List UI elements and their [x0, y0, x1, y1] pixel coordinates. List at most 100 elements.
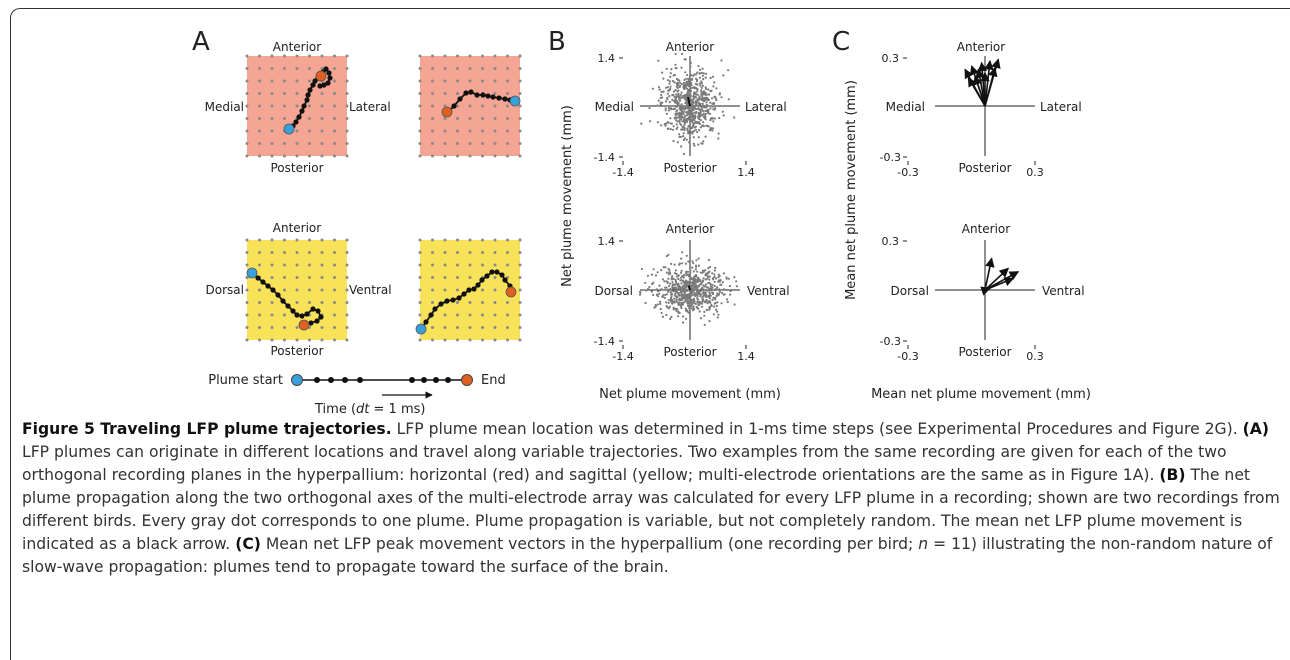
scatter-point [712, 296, 715, 299]
electrode-dot [258, 92, 261, 95]
scatter-point [691, 126, 694, 129]
scatter-point [675, 127, 678, 131]
electrode-dot [468, 117, 472, 120]
electrode-dot [493, 301, 497, 304]
scatter-point [681, 289, 685, 293]
legend-dots [314, 377, 451, 383]
electrode-dot [493, 251, 497, 254]
scatter-point [690, 78, 693, 81]
electrode-dot [333, 338, 336, 342]
electrode-dot [481, 263, 484, 267]
electrode-dot [418, 154, 422, 158]
electrode-dot [468, 326, 472, 329]
trajectory-step-dot [502, 277, 508, 283]
electrode-dot [481, 338, 484, 342]
scatter-point [705, 274, 708, 277]
scatter-point [696, 83, 699, 86]
trajectory-step-dot [485, 93, 491, 99]
electrode-dot [258, 154, 261, 158]
a-s-right-label: Ventral [349, 283, 392, 297]
scatter-point [662, 294, 665, 297]
electrode-dot [443, 67, 447, 70]
electrode-dot [418, 263, 422, 267]
electrode-dot [518, 238, 522, 242]
scatter-point [692, 305, 695, 308]
scatter-point [698, 278, 701, 281]
electrode-dot [333, 154, 336, 158]
scatter-point [674, 280, 678, 283]
scatter-point [693, 293, 696, 296]
scatter-point [681, 298, 684, 301]
scatter-point [680, 305, 683, 308]
scatter-point [685, 119, 688, 122]
scatter-point [678, 311, 681, 314]
a-s-top-label: Anterior [273, 221, 322, 235]
scatter-point [668, 282, 672, 285]
scatter-point [716, 301, 719, 304]
electrode-dot [245, 154, 249, 158]
scatter-point [697, 307, 700, 310]
trajectory-step-dot [327, 75, 333, 81]
electrode-dot [345, 238, 349, 242]
scatter-point [701, 67, 704, 70]
electrode-dot [493, 104, 497, 108]
c-top-ytick-max: 0.3 [882, 52, 900, 65]
trajectory-step-dot [471, 286, 477, 292]
scatter-point [700, 302, 704, 305]
scatter-point [698, 96, 701, 99]
scatter-point [678, 303, 681, 306]
scatter-point [681, 95, 685, 98]
scatter-point [714, 296, 717, 299]
scatter-point [684, 317, 688, 320]
caption-c-label: (C) [235, 535, 261, 553]
scatter-point [701, 74, 704, 77]
electrode-dot [506, 129, 509, 133]
scatter-point [680, 111, 683, 114]
electrode-dot [333, 276, 336, 279]
scatter-point [682, 83, 685, 86]
figure-5-graphic: A Anterior Posterior Medial Lateral Ante… [192, 27, 1091, 415]
scatter-point [722, 74, 725, 77]
electrode-dot [481, 79, 484, 83]
scatter-point [638, 290, 642, 293]
electrode-dot [283, 54, 286, 58]
scatter-point [683, 284, 686, 287]
electrode-dot [418, 54, 422, 58]
scatter-point [670, 262, 673, 265]
scatter-point [678, 299, 681, 302]
scatter-point [688, 126, 691, 129]
scatter-point [722, 114, 725, 117]
electrode-dot [431, 326, 434, 329]
electrode-dot [518, 338, 522, 342]
scatter-point [718, 116, 721, 120]
scatter-point [665, 112, 669, 115]
scatter-point [692, 262, 695, 265]
c-bottom-bottom-label: Posterior [958, 345, 1011, 359]
scatter-point [692, 297, 695, 300]
electrode-dot [506, 79, 509, 83]
scatter-point [714, 107, 717, 110]
scatter-point [673, 81, 676, 84]
scatter-point [684, 106, 687, 109]
scatter-point [705, 105, 708, 108]
scatter-point [686, 270, 690, 273]
scatter-point [682, 107, 685, 110]
scatter-point [695, 93, 699, 96]
scatter-point [681, 287, 684, 290]
electrode-dot [345, 263, 349, 267]
scatter-point [705, 109, 708, 112]
scatter-point [713, 269, 717, 272]
electrode-dot [443, 238, 447, 242]
scatter-point [682, 132, 685, 135]
electrode-dot [258, 301, 261, 304]
b-top-mean-arrow [687, 96, 691, 107]
scatter-point [689, 93, 692, 96]
scatter-point [725, 276, 728, 279]
scatter-point [708, 300, 711, 303]
scatter-point [711, 286, 714, 289]
scatter-point [689, 86, 692, 89]
scatter-point [677, 274, 680, 277]
electrode-dot [283, 154, 286, 158]
electrode-dot [245, 276, 249, 279]
b-bottom-ytick-min: -1.4 [594, 335, 615, 348]
